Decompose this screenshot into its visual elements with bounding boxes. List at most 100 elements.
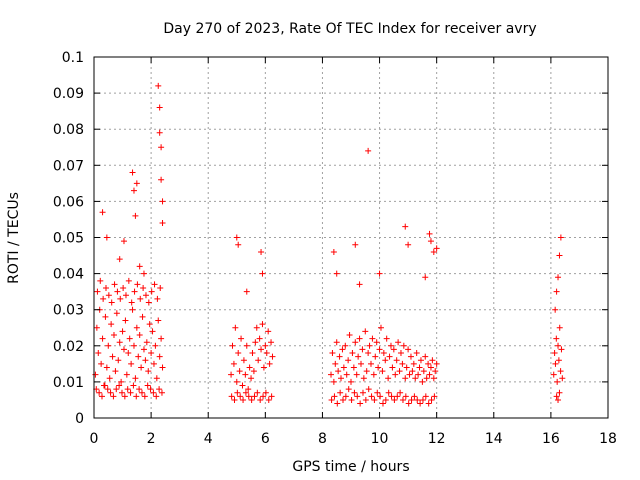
data-point — [412, 375, 419, 382]
data-point — [329, 350, 336, 357]
data-point — [147, 386, 154, 393]
data-point — [104, 386, 111, 393]
data-point — [142, 292, 149, 299]
data-point — [150, 360, 157, 367]
data-point — [158, 389, 165, 396]
data-point — [131, 288, 138, 295]
data-point — [386, 353, 393, 360]
data-point — [395, 339, 402, 346]
data-point — [333, 270, 340, 277]
data-point — [93, 324, 100, 331]
data-point — [257, 396, 264, 403]
data-point — [422, 274, 429, 281]
data-point — [260, 393, 267, 400]
x-tick-label: 0 — [90, 431, 99, 447]
data-point — [328, 396, 335, 403]
data-point — [393, 357, 400, 364]
data-point — [382, 357, 389, 364]
data-point — [250, 368, 257, 375]
data-point — [555, 357, 562, 364]
data-point — [373, 339, 380, 346]
data-point — [233, 378, 240, 385]
data-point — [124, 386, 131, 393]
data-point — [428, 396, 435, 403]
data-point — [432, 368, 439, 375]
data-point — [125, 350, 132, 357]
data-point — [330, 378, 337, 385]
data-point — [102, 285, 109, 292]
data-point — [352, 339, 359, 346]
data-point — [248, 375, 255, 382]
x-tick-label: 6 — [261, 431, 270, 447]
y-tick-label: 0.1 — [62, 50, 84, 66]
data-point — [140, 270, 147, 277]
data-point — [366, 342, 373, 349]
data-point — [420, 368, 427, 375]
data-point — [159, 198, 166, 205]
data-point — [365, 350, 372, 357]
data-point — [136, 331, 143, 338]
data-point — [554, 378, 561, 385]
data-point — [265, 396, 272, 403]
data-point — [245, 386, 252, 393]
data-point — [148, 288, 155, 295]
data-point — [431, 393, 438, 400]
data-point — [357, 400, 364, 407]
data-point — [553, 335, 560, 342]
data-point — [157, 285, 164, 292]
data-point — [268, 393, 275, 400]
data-point — [349, 350, 356, 357]
data-point — [130, 342, 137, 349]
data-point — [333, 339, 340, 346]
data-point — [269, 353, 276, 360]
data-point — [255, 357, 262, 364]
data-point — [246, 364, 253, 371]
data-point — [345, 357, 352, 364]
y-tick-label: 0.07 — [53, 158, 84, 174]
data-point — [141, 393, 148, 400]
data-point — [138, 364, 145, 371]
data-point — [340, 396, 347, 403]
data-point — [388, 393, 395, 400]
data-point — [132, 212, 139, 219]
data-point — [365, 386, 372, 393]
data-point — [142, 357, 149, 364]
data-point — [230, 360, 237, 367]
data-point — [151, 281, 158, 288]
data-point — [113, 386, 120, 393]
data-point — [228, 371, 235, 378]
data-point — [552, 306, 559, 313]
data-point — [114, 288, 121, 295]
data-point — [427, 364, 434, 371]
data-point — [242, 389, 249, 396]
data-point — [125, 277, 132, 284]
x-tick-label: 4 — [204, 431, 213, 447]
data-point — [232, 324, 239, 331]
data-point — [258, 346, 265, 353]
data-point — [126, 335, 133, 342]
data-point — [343, 371, 350, 378]
data-point — [359, 346, 366, 353]
data-point — [403, 364, 410, 371]
data-point — [128, 360, 135, 367]
data-point — [113, 310, 120, 317]
data-point — [382, 396, 389, 403]
data-point — [387, 342, 394, 349]
data-point — [407, 353, 414, 360]
data-point — [345, 386, 352, 393]
data-point — [377, 324, 384, 331]
data-point — [253, 324, 260, 331]
x-tick-label: 14 — [485, 431, 503, 447]
data-point — [149, 328, 156, 335]
data-point — [263, 350, 270, 357]
data-point — [259, 321, 266, 328]
data-point — [118, 389, 125, 396]
data-point — [153, 393, 160, 400]
data-point — [92, 371, 99, 378]
data-point — [262, 389, 269, 396]
data-point — [328, 371, 335, 378]
data-point — [369, 335, 376, 342]
data-point — [376, 346, 383, 353]
y-tick-label: 0.09 — [53, 86, 84, 102]
data-point — [158, 335, 165, 342]
